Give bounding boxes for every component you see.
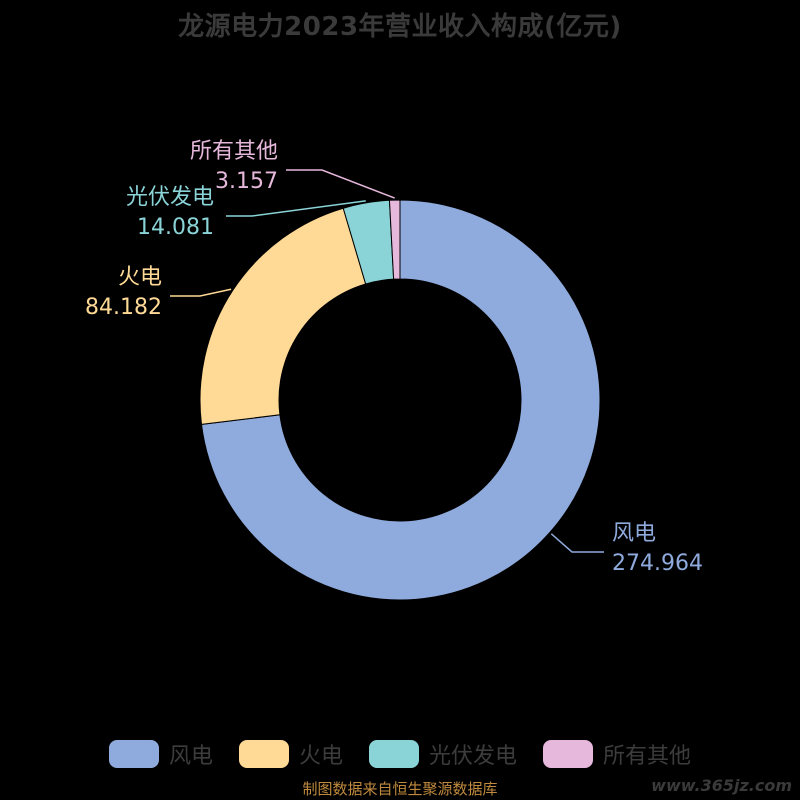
legend-label: 风电 — [168, 744, 213, 769]
slice-name-label-other: 所有其他 — [190, 139, 278, 164]
leader-line-other — [286, 169, 395, 199]
watermark: www.365jz.com — [651, 776, 792, 795]
legend-label: 火电 — [298, 744, 343, 769]
legend-label: 光伏发电 — [429, 744, 518, 769]
slice-value-label-thermal: 84.182 — [85, 295, 162, 320]
slice-name-label-thermal: 火电 — [118, 265, 162, 290]
legend-label: 所有其他 — [603, 744, 692, 769]
slice-name-label-wind: 风电 — [612, 521, 656, 546]
leader-line-solar — [226, 200, 366, 217]
donut-slice-wind[interactable] — [200, 199, 601, 601]
legend-item-thermal[interactable]: 火电 — [238, 738, 343, 770]
slice-value-label-solar: 14.081 — [137, 215, 214, 240]
donut-slice-thermal[interactable] — [199, 207, 367, 425]
legend-swatch — [369, 740, 419, 768]
legend-swatch — [238, 740, 289, 768]
leader-line-thermal — [170, 288, 232, 297]
legend-swatch — [543, 740, 594, 768]
legend-item-wind[interactable]: 风电 — [108, 738, 213, 770]
legend-item-other[interactable]: 所有其他 — [543, 738, 691, 770]
slice-value-label-other: 3.157 — [215, 169, 278, 194]
legend-item-solar[interactable]: 光伏发电 — [369, 738, 517, 770]
slice-name-label-solar: 光伏发电 — [126, 185, 214, 210]
donut-slice-other[interactable] — [388, 199, 401, 280]
data-source-note: 制图数据来自恒生聚源数据库 — [302, 780, 498, 798]
leader-line-wind — [550, 533, 604, 553]
chart-title: 龙源电力2023年营业收入构成(亿元) — [178, 12, 622, 42]
slice-value-label-wind: 274.964 — [612, 551, 703, 576]
chart-legend: 风电 火电 光伏发电 所有其他 — [0, 736, 800, 772]
legend-swatch — [108, 740, 159, 768]
